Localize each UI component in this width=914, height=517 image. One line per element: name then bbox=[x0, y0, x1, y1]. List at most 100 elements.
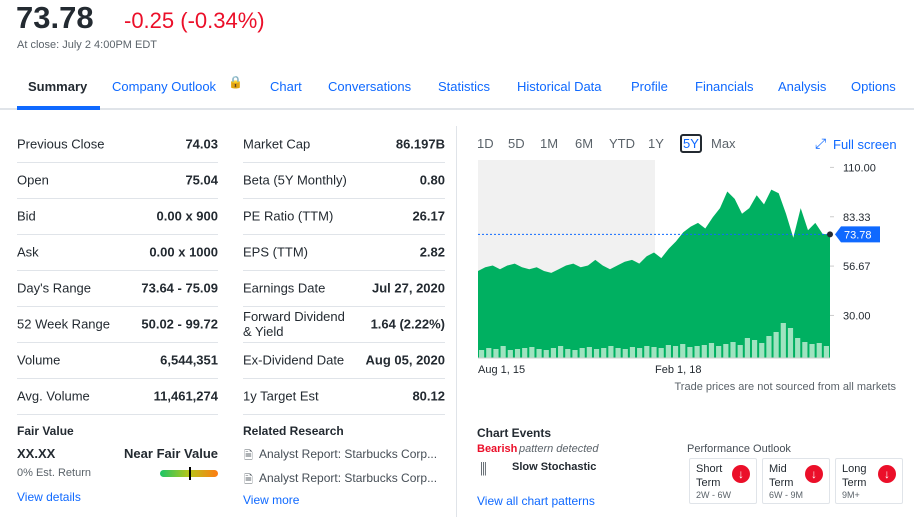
term: Short Term bbox=[696, 463, 723, 489]
tab[interactable]: Conversations bbox=[328, 79, 412, 94]
performance-card: Short Term 2W - 6W ↓ bbox=[689, 458, 757, 504]
volume-bar bbox=[622, 349, 628, 358]
down-arrow: ↓ bbox=[878, 465, 896, 483]
stat-row: Beta (5Y Monthly) 0.80 bbox=[243, 162, 445, 199]
tab[interactable]: Company Outlook bbox=[112, 79, 217, 94]
research-title: Related Research bbox=[243, 424, 344, 438]
tab[interactable]: Chart bbox=[270, 79, 302, 94]
stat-label: 52 Week Range bbox=[17, 316, 110, 332]
tab[interactable]: Analysis bbox=[778, 79, 827, 94]
range-button[interactable]: YTD bbox=[609, 136, 635, 151]
volume-bar bbox=[809, 344, 815, 358]
stat-label: Avg. Volume bbox=[17, 388, 90, 404]
volume-bar bbox=[601, 348, 607, 358]
volume-bar bbox=[565, 349, 571, 358]
volume-bar bbox=[579, 348, 585, 358]
tab[interactable]: Options bbox=[851, 79, 896, 94]
view-more[interactable]: View more bbox=[243, 493, 300, 507]
down-arrow: ↓ bbox=[732, 465, 750, 483]
stat-row: 52 Week Range 50.02 - 99.72 bbox=[17, 306, 218, 343]
current-tag bbox=[835, 226, 880, 243]
volume-bar bbox=[500, 346, 506, 358]
expand-icon[interactable]: ⤢ bbox=[815, 135, 827, 151]
stat-label: EPS (TTM) bbox=[243, 244, 308, 260]
stat-row: Forward Dividend & Yield 1.64 (2.22%) bbox=[243, 306, 445, 343]
stat-row: Bid 0.00 x 900 bbox=[17, 198, 218, 235]
stat-row: Volume 6,544,351 bbox=[17, 342, 218, 379]
term-range: 2W - 6W bbox=[696, 490, 731, 500]
stat-label: Volume bbox=[17, 352, 61, 368]
range-button[interactable]: 5Y bbox=[680, 134, 702, 153]
range-button[interactable]: 6M bbox=[575, 136, 594, 151]
range-button[interactable]: 5D bbox=[508, 136, 525, 151]
y-tick-label: 56.67 bbox=[843, 261, 871, 273]
tab[interactable]: Summary bbox=[28, 79, 88, 94]
volume-bar bbox=[816, 343, 822, 358]
volume-bar bbox=[615, 348, 621, 358]
tab[interactable]: Historical Data bbox=[517, 79, 602, 94]
volume-bar bbox=[823, 346, 829, 358]
term: Mid Term bbox=[769, 463, 794, 489]
full-screen[interactable]: Full screen bbox=[833, 137, 897, 152]
range-button[interactable]: 1M bbox=[540, 136, 559, 151]
price-area bbox=[478, 189, 830, 358]
fair-value: XX.XX bbox=[17, 446, 56, 461]
stat-value: 0.80 bbox=[419, 172, 445, 188]
stat-label: Bid bbox=[17, 208, 36, 224]
stat-label: Earnings Date bbox=[243, 280, 326, 296]
stat-label: Ask bbox=[17, 244, 39, 260]
volume-bar bbox=[522, 348, 528, 358]
research-item[interactable]: Analyst Report: Starbucks Corp... bbox=[259, 447, 438, 461]
panel-divider bbox=[456, 126, 457, 517]
range-button[interactable]: 1Y bbox=[648, 136, 664, 151]
stat-value: 11,461,274 bbox=[153, 388, 218, 404]
volume-bar bbox=[730, 342, 736, 358]
volume-bar bbox=[608, 346, 614, 358]
volume-bar bbox=[787, 328, 794, 358]
stat-label: Ex-Dividend Date bbox=[243, 352, 345, 368]
research-icon: 🗎 bbox=[244, 474, 253, 486]
volume-bar bbox=[723, 344, 729, 358]
fair-value-note: 0% Est. Return bbox=[17, 467, 91, 479]
stat-row: PE Ratio (TTM) 26.17 bbox=[243, 198, 445, 235]
fair-value-rating: Near Fair Value bbox=[124, 446, 218, 461]
range-button[interactable]: Max bbox=[711, 136, 736, 151]
volume-bar bbox=[558, 346, 564, 358]
view-details[interactable]: View details bbox=[17, 490, 81, 504]
volume-bar bbox=[751, 340, 758, 358]
volume-bar bbox=[665, 345, 671, 358]
volume-bar bbox=[629, 347, 636, 358]
stat-label: Forward Dividend & Yield bbox=[243, 309, 345, 339]
pattern-detected: pattern detected bbox=[519, 443, 599, 455]
volume-bar bbox=[514, 349, 521, 358]
stat-value: 80.12 bbox=[412, 388, 445, 404]
stat-value: 50.02 - 99.72 bbox=[141, 316, 218, 332]
view-patterns[interactable]: View all chart patterns bbox=[477, 494, 595, 508]
current-dot bbox=[827, 231, 833, 238]
stat-row: Earnings Date Jul 27, 2020 bbox=[243, 270, 445, 307]
research-item[interactable]: Analyst Report: Starbucks Corp... bbox=[259, 471, 438, 485]
stat-value: 2.82 bbox=[419, 244, 445, 260]
tab-rule bbox=[0, 108, 914, 110]
down-arrow: ↓ bbox=[805, 465, 823, 483]
volume-bar bbox=[543, 350, 549, 358]
stat-value: Aug 05, 2020 bbox=[365, 352, 446, 368]
y-tick-label: 83.33 bbox=[843, 212, 871, 224]
stat-label: Open bbox=[17, 172, 49, 188]
stat-value: 0.00 x 1000 bbox=[149, 244, 218, 260]
performance-card: Mid Term 6W - 9M ↓ bbox=[762, 458, 830, 504]
range-button[interactable]: 1D bbox=[477, 136, 494, 151]
tab[interactable]: Profile bbox=[631, 79, 668, 94]
candle-icon: ⫼ bbox=[480, 461, 487, 478]
performance-title: Performance Outlook bbox=[687, 443, 791, 455]
performance-card: Long Term 9M+ ↓ bbox=[835, 458, 903, 504]
stat-row: Market Cap 86.197B bbox=[243, 126, 445, 163]
volume-bar bbox=[651, 347, 657, 358]
volume-bar bbox=[637, 348, 643, 358]
stat-value: 86.197B bbox=[395, 136, 445, 152]
tab[interactable]: Financials bbox=[695, 79, 754, 94]
tab[interactable]: Statistics bbox=[438, 79, 491, 94]
stat-label: PE Ratio (TTM) bbox=[243, 208, 334, 224]
